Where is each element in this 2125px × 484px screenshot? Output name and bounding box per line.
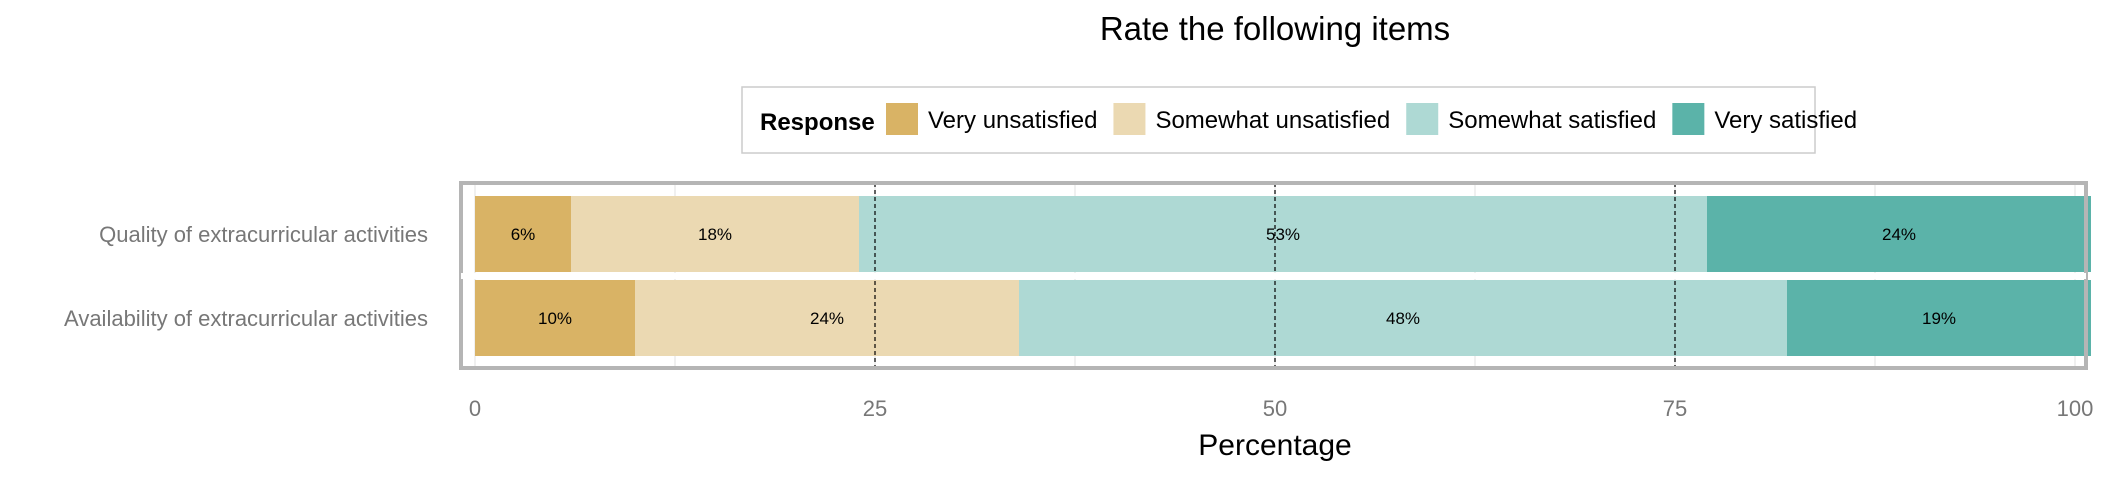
legend-swatch [1672, 103, 1705, 135]
legend: Response Very unsatisfied Somewhat unsati… [741, 86, 1857, 154]
bar-segment [571, 196, 859, 272]
data-label: 6% [511, 225, 536, 244]
data-label: 24% [1882, 225, 1916, 244]
plot-area: 6% 18% 53% 24% 10% 24% 48% 19% Quality of extra… [64, 181, 2094, 421]
bar-segment [635, 280, 1019, 356]
x-axis-title: Percentage [1198, 429, 1351, 462]
bar-segment [1019, 280, 1787, 356]
bar-segment [475, 196, 571, 272]
data-label: 19% [1922, 309, 1956, 328]
legend-label: Very satisfied [1714, 107, 1857, 134]
data-label: 18% [698, 225, 732, 244]
legend-label: Somewhat satisfied [1448, 107, 1656, 134]
x-tick-label: 25 [863, 396, 887, 421]
x-tick-label: 100 [2057, 396, 2094, 421]
legend-title: Response [760, 109, 875, 136]
data-label: 24% [810, 309, 844, 328]
legend-label: Very unsatisfied [928, 107, 1097, 134]
bar-segment [1787, 280, 2091, 356]
legend-swatch [1406, 103, 1439, 135]
bar-segment [859, 196, 1707, 272]
x-tick-label: 75 [1663, 396, 1687, 421]
category-label: Quality of extracurricular activities [99, 222, 428, 247]
legend-box [741, 86, 1816, 154]
bar-segment [1707, 196, 2091, 272]
category-label: Availability of extracurricular activiti… [64, 306, 428, 331]
data-label: 48% [1386, 309, 1420, 328]
data-label: 53% [1266, 225, 1300, 244]
legend-swatch [1113, 103, 1146, 135]
legend-label: Somewhat unsatisfied [1155, 107, 1390, 134]
data-label: 10% [538, 309, 572, 328]
legend-swatch [886, 103, 918, 135]
chart-title: Rate the following items [1100, 10, 1450, 47]
bar-segment [475, 280, 635, 356]
x-tick-label: 50 [1263, 396, 1287, 421]
x-tick-label: 0 [469, 396, 481, 421]
